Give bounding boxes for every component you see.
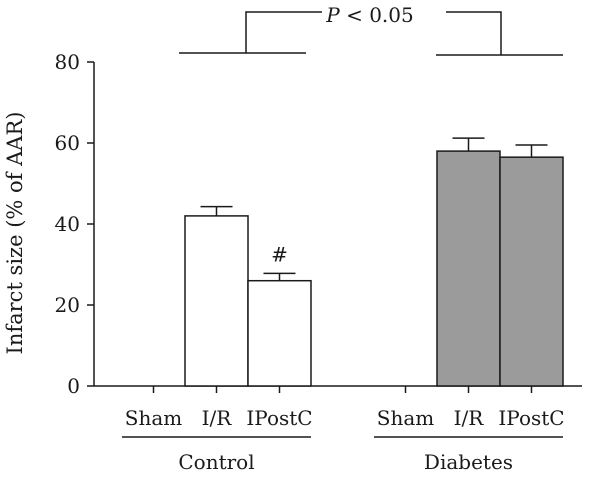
significance-marker: #	[271, 242, 288, 266]
x-tick-label: Sham	[377, 406, 435, 430]
significance-p: P	[325, 3, 340, 27]
y-tick-label: 60	[55, 131, 80, 155]
y-axis-label: Infarct size (% of AAR)	[3, 112, 27, 355]
significance-label: P < 0.05	[325, 3, 413, 27]
group-label: Control	[178, 450, 254, 474]
bar	[436, 150, 501, 387]
y-tick-label: 0	[67, 374, 80, 398]
group-label: Diabetes	[424, 450, 513, 474]
bar	[247, 279, 312, 387]
y-tick-label: 40	[55, 212, 80, 236]
y-tick-label: 80	[55, 50, 80, 74]
bar	[499, 156, 564, 387]
x-tick-label: Sham	[125, 406, 183, 430]
x-tick-label: I/R	[202, 406, 233, 430]
bracket-left-arm	[245, 11, 322, 53]
x-tick-label: IPostC	[498, 406, 564, 430]
y-tick-label: 20	[55, 293, 80, 317]
bar	[184, 215, 249, 387]
x-tick-label: I/R	[454, 406, 485, 430]
significance-threshold: < 0.05	[340, 3, 414, 27]
bracket-right-arm	[446, 11, 502, 55]
x-tick-label: IPostC	[246, 406, 312, 430]
plot-area: 0 20 40 60 80 Sham I/R IPostC Control Sham I/R IPos…	[55, 11, 582, 474]
